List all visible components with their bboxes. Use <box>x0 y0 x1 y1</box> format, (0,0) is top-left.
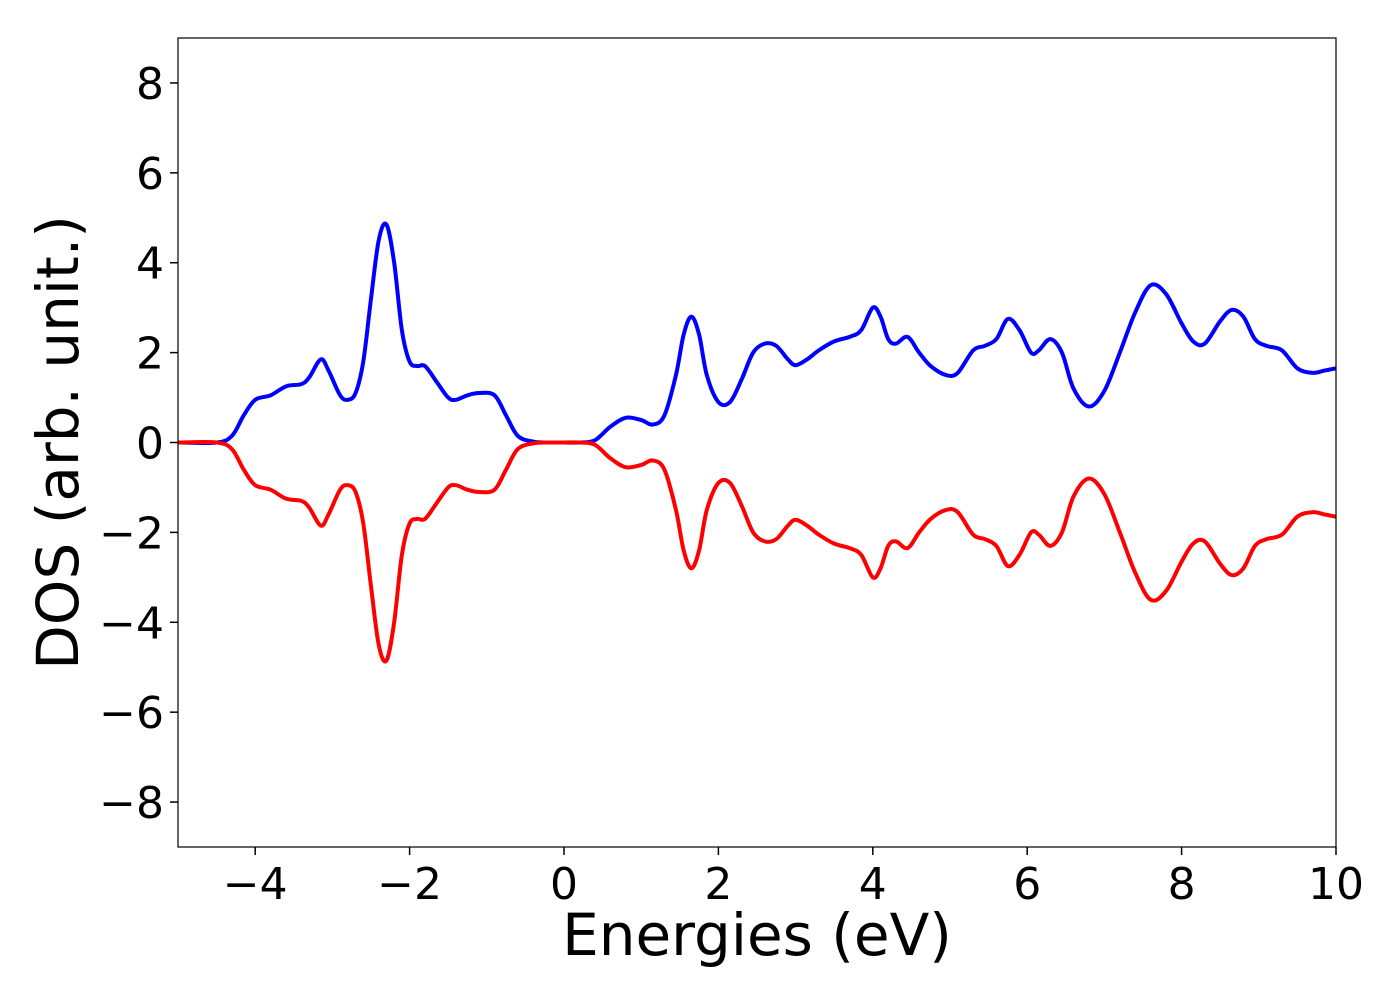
y-tick-label: 4 <box>136 239 164 290</box>
y-tick-label: −8 <box>99 778 164 829</box>
x-axis-title: Energies (eV) <box>562 901 952 969</box>
x-axis-ticks: −4 −2 0 2 4 6 8 10 <box>223 847 1364 910</box>
y-tick-label: 0 <box>136 419 164 470</box>
series-layer <box>177 221 1337 664</box>
y-tick-label: 8 <box>136 59 164 110</box>
x-tick-label: 6 <box>1013 859 1041 910</box>
y-tick-label: 2 <box>136 329 164 380</box>
y-tick-label: −2 <box>99 508 164 559</box>
x-tick-label: 10 <box>1308 859 1364 910</box>
x-tick-label: −2 <box>377 859 442 910</box>
x-tick-label: 0 <box>550 859 578 910</box>
plot-frame <box>177 37 1337 848</box>
series-line-2 <box>177 440 1337 664</box>
x-tick-label: 4 <box>859 859 887 910</box>
y-axis-title: DOS (arb. unit.) <box>24 215 92 670</box>
y-tick-label: −4 <box>99 598 164 649</box>
y-axis-ticks: −8 −6 −4 −2 0 2 4 6 8 <box>99 59 178 829</box>
x-tick-label: −4 <box>223 859 288 910</box>
x-tick-label: 2 <box>704 859 732 910</box>
y-tick-label: 6 <box>136 149 164 200</box>
x-tick-label: 8 <box>1168 859 1196 910</box>
y-tick-label: −6 <box>99 688 164 739</box>
series-line-1 <box>177 221 1337 445</box>
